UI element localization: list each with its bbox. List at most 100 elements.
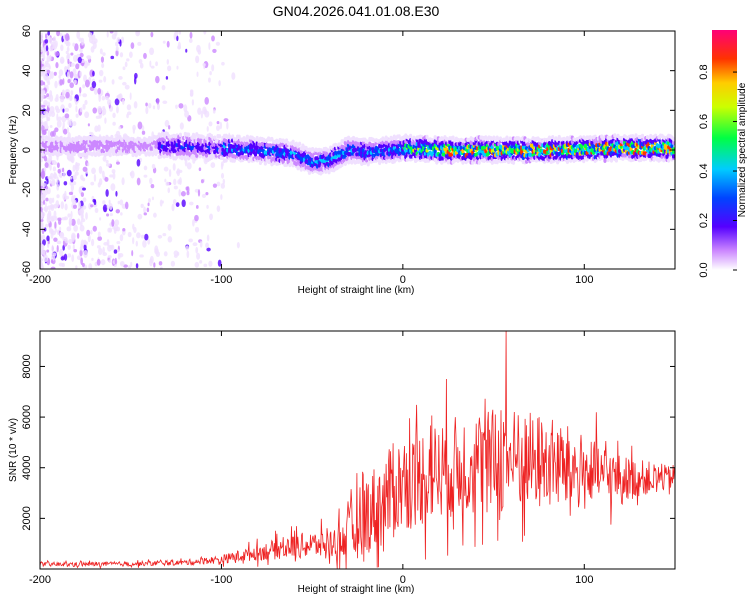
spectrogram-y-label: Frequency (Hz) [8,116,19,185]
spectrogram-cell [83,244,87,251]
spectrogram-cell [236,241,240,249]
spectrogram-cell [115,46,119,52]
spectrogram-cell [203,31,207,35]
spectrogram-cell [551,135,555,140]
spectrogram-cell [46,249,50,253]
spectrogram-cell [135,240,138,247]
spectrogram-cell [110,183,116,191]
spectrogram-cell [171,203,175,212]
spectrogram-cell [43,73,49,81]
spectrogram-cell [65,33,70,41]
spectrogram-cell [138,58,143,64]
spectrogram-cell [47,101,51,108]
spectrogram-cell [327,149,331,154]
spec-y-tick-label: -60 [21,261,33,277]
spectrogram-cell [150,31,154,38]
spectrogram-cell [217,259,222,267]
spectrogram-cell [55,62,59,69]
spectrogram-cell [122,66,126,71]
spectrogram-cell [75,265,78,269]
spectrogram-cell [93,199,97,206]
spectrogram-cell [54,127,59,133]
spectrogram-cell [120,36,125,44]
spectrogram-cell [101,63,105,69]
spectrogram-cell [209,213,213,221]
spectrogram-cell [59,32,63,37]
spectrogram-cell [40,182,44,187]
spectrogram-cell [116,241,121,245]
spectrogram-cell [102,107,107,116]
spectrogram-cell [64,113,70,119]
spectrogram-cell [91,81,97,89]
spectrogram-cell [69,71,74,79]
spectrogram-cell [81,262,85,268]
spectrogram-cell [298,141,302,147]
spectrogram-cell [92,107,98,114]
snr-x-tick-label: 100 [575,574,593,586]
spectrogram-cell [116,161,120,165]
spectrogram-cell [72,204,78,209]
spectrogram-cell [219,121,223,130]
spec-y-tick-label: 0 [21,147,33,153]
spectrogram-cell [118,76,123,80]
spectrogram-cell [143,52,147,59]
spec-y-tick-label: 60 [21,25,33,37]
spectrogram-cell [526,142,530,147]
spectrogram-cell [59,226,62,232]
spec-y-tick-label: -40 [21,221,33,237]
spectrogram-cell [176,65,179,70]
spectrogram-cell [95,115,101,119]
spectrogram-cell [130,261,133,267]
spectrogram-cell [62,78,65,85]
spectrogram-cell [59,248,64,257]
spectrogram-cell [82,177,86,182]
spectrogram-cell [67,58,70,65]
spectrogram-cell [84,111,90,119]
spectrogram-cell [511,160,516,165]
spectrogram-cell [459,145,463,151]
spectrogram-cell [222,178,226,185]
spectrogram-cell [110,55,115,60]
spectrogram-cell [52,252,57,257]
spectrogram-cell [505,135,509,140]
spectrogram-cell [183,104,188,113]
spectrogram-cell [40,214,44,220]
spectrogram-cell [197,49,202,55]
spectrogram-cell [87,234,91,243]
spectrogram-cell [114,98,120,106]
spectrogram-x-label: Height of straight line (km) [298,285,415,296]
colorbar-tick-label: 0.6 [698,114,710,129]
snr-y-label: SNR (10 * v/v) [8,418,19,482]
spectrogram-cell [109,213,113,217]
spectrogram-cell [166,59,170,65]
spectrogram-cell [97,247,103,256]
snr-x-tick-label: -200 [29,574,51,586]
spectrogram-cell [105,159,109,164]
spectrogram-cell [78,93,82,97]
spectrogram-cell [126,58,130,62]
spectrogram-cell [121,141,125,147]
spectrogram-cell [183,156,187,161]
spectrogram-cell [135,31,140,35]
spectrogram-cell [216,121,220,125]
spectrogram-cell [59,94,65,103]
spectrogram-cell [102,155,107,162]
spectrogram-cell [61,115,67,123]
spectrogram-cell [153,212,157,218]
spectrogram-cell [70,183,75,192]
spectrogram-cell [43,254,49,263]
spectrogram-cell [196,71,199,77]
spectrogram-cell [51,244,54,253]
spectrogram-cell [63,253,68,261]
spectrogram-cell [56,162,60,169]
spectrogram-cell [106,204,109,209]
spectrogram-cell [98,178,103,186]
spectrogram-cell [46,216,51,224]
spectrogram-cell [130,42,135,50]
spectrogram-cell [670,144,674,149]
spectrogram-cell [40,157,43,163]
spectrogram-cell [115,49,119,57]
spectrogram-cell [223,118,229,122]
spectrogram-cell [160,266,163,269]
